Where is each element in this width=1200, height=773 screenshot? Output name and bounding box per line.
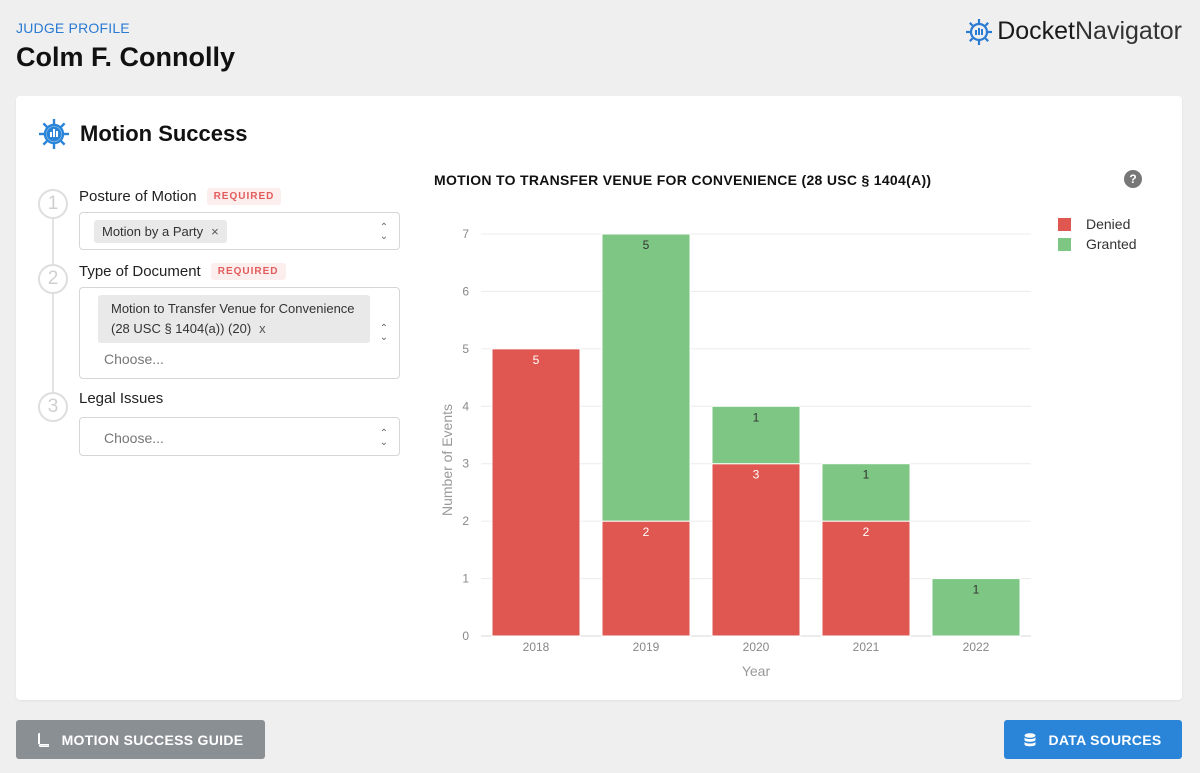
data-label: 2	[863, 525, 870, 539]
posture-of-motion-label: Posture of Motion REQUIRED	[79, 188, 282, 205]
card-header: Motion Success	[38, 118, 247, 150]
data-label: 3	[753, 468, 760, 482]
guide-button-label: MOTION SUCCESS GUIDE	[61, 731, 244, 748]
chart-title: MOTION TO TRANSFER VENUE FOR CONVENIENCE…	[434, 172, 932, 188]
selected-chip: Motion to Transfer Venue for Convenience…	[98, 295, 370, 343]
bar-granted	[711, 405, 801, 465]
x-tick-label: 2018	[523, 640, 550, 654]
data-label: 1	[863, 468, 870, 482]
legal-issues-placeholder: Choose...	[104, 430, 164, 446]
y-tick-label: 6	[462, 284, 469, 298]
motion-success-card: Motion Success 1 Posture of Motion REQUI…	[16, 96, 1182, 700]
type-of-document-label: Type of Document REQUIRED	[79, 263, 286, 280]
legend-swatch-denied	[1058, 218, 1071, 231]
required-badge: REQUIRED	[210, 263, 286, 280]
judge-name: Colm F. Connolly	[16, 42, 235, 72]
y-tick-label: 1	[462, 572, 469, 586]
sources-button-label: DATA SOURCES	[1048, 731, 1162, 748]
legend-swatch-granted	[1058, 238, 1071, 251]
step-number-1: 1	[38, 189, 68, 219]
required-badge: REQUIRED	[206, 188, 282, 205]
y-tick-label: 0	[462, 629, 469, 643]
y-tick-label: 3	[462, 457, 469, 471]
field-label: Posture of Motion	[79, 188, 197, 205]
chevron-up-down-icon[interactable]: ⌃ ⌄	[379, 222, 389, 242]
bar-denied	[491, 348, 581, 637]
ship-wheel-chart-icon	[39, 119, 69, 149]
step-number-3: 3	[38, 392, 68, 422]
type-of-document-select[interactable]: Motion to Transfer Venue for Convenience…	[79, 287, 400, 379]
field-label: Legal Issues	[79, 390, 164, 407]
motion-success-guide-button[interactable]: MOTION SUCCESS GUIDE	[16, 720, 265, 759]
book-icon	[37, 732, 49, 747]
chevron-up-down-icon[interactable]: ⌃ ⌄	[379, 323, 389, 343]
bar-granted	[931, 578, 1021, 637]
card-title: Motion Success	[80, 121, 248, 146]
y-tick-label: 5	[462, 342, 469, 356]
chip-label: Motion by a Party	[102, 224, 204, 239]
x-axis-title: Year	[742, 663, 771, 679]
data-sources-button[interactable]: DATA SOURCES	[1004, 720, 1182, 759]
chip-label-line1: Motion to Transfer Venue for Convenience	[111, 301, 355, 316]
data-label: 2	[643, 525, 650, 539]
brand-name-navigator: Navigator	[1075, 17, 1182, 45]
step-connector	[52, 208, 54, 413]
database-icon	[1024, 732, 1036, 746]
brand-name-docket: Docket	[997, 17, 1075, 45]
page-eyebrow: JUDGE PROFILE	[16, 20, 130, 36]
data-label: 1	[973, 583, 980, 597]
bar-granted	[601, 233, 691, 522]
data-label: 1	[753, 410, 760, 424]
brand-logo[interactable]: Docket Navigator	[965, 17, 1182, 46]
help-icon[interactable]: ?	[1124, 170, 1142, 188]
field-label: Type of Document	[79, 263, 201, 280]
posture-of-motion-select[interactable]: Motion by a Party × ⌃ ⌄	[79, 212, 400, 250]
x-tick-label: 2021	[853, 640, 880, 654]
bar-granted	[821, 463, 911, 522]
stacked-bar-chart: 0 1 2 3 4 5 6 7 5 2018 2 5 2019 3 1 2020 2 1 2021 1 2022 Year…	[439, 216, 1137, 679]
x-tick-label: 2020	[743, 640, 770, 654]
document-placeholder: Choose...	[104, 351, 164, 367]
bar-denied	[821, 520, 911, 637]
data-label: 5	[643, 238, 650, 252]
data-label: 5	[533, 353, 540, 367]
bar-denied	[601, 520, 691, 637]
legal-issues-select[interactable]: Choose... ⌃ ⌄	[79, 417, 400, 456]
chip-remove-icon[interactable]: ×	[211, 224, 219, 239]
chevron-up-down-icon[interactable]: ⌃ ⌄	[379, 428, 389, 448]
ship-wheel-icon	[966, 18, 993, 45]
chip-remove-icon[interactable]: x	[259, 321, 266, 336]
x-tick-label: 2019	[633, 640, 660, 654]
legend-label-denied: Denied	[1086, 216, 1130, 232]
y-tick-label: 4	[462, 399, 469, 413]
x-tick-label: 2022	[963, 640, 990, 654]
step-number-2: 2	[38, 264, 68, 294]
y-tick-label: 2	[462, 514, 469, 528]
legal-issues-label: Legal Issues	[79, 390, 163, 407]
chip-label-line2: (28 USC § 1404(a)) (20)	[111, 321, 252, 336]
y-tick-label: 7	[462, 227, 469, 241]
y-axis-title: Number of Events	[439, 404, 455, 516]
selected-chip: Motion by a Party ×	[94, 220, 227, 243]
bar-denied	[711, 463, 801, 637]
legend-label-granted: Granted	[1086, 236, 1137, 252]
